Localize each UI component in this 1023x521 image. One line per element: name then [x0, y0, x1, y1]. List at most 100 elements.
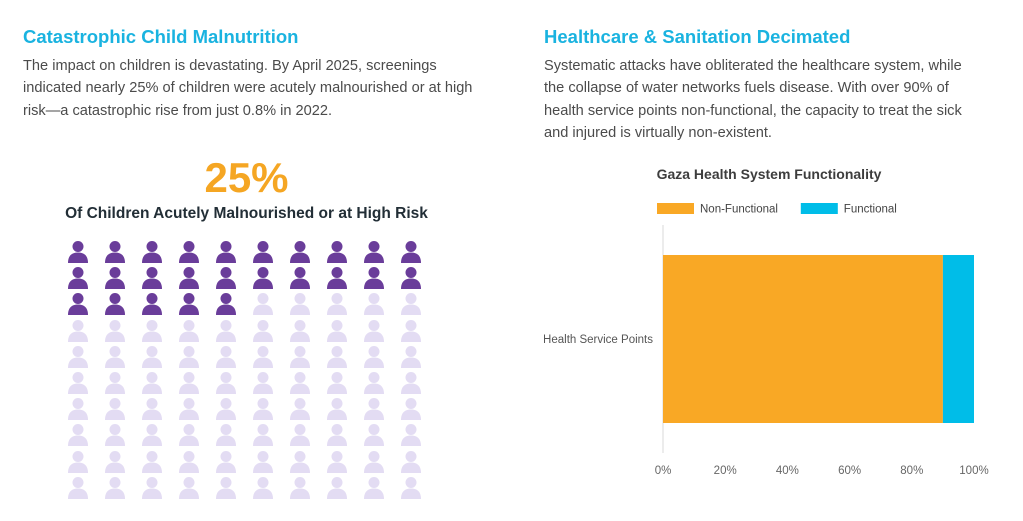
person-icon-empty — [67, 319, 89, 345]
person-icon-empty — [363, 450, 385, 476]
person-icon-empty — [326, 371, 348, 397]
legend-swatch-0 — [657, 203, 694, 214]
person-icon-empty — [326, 423, 348, 449]
person-icon-filled — [104, 240, 126, 266]
x-tick-label: 60% — [838, 465, 861, 477]
legend-swatch-1 — [800, 203, 838, 214]
bar-non-functional[interactable] — [663, 255, 943, 423]
person-icon-empty — [252, 397, 274, 423]
person-icon-empty — [326, 292, 348, 318]
person-icon-empty — [104, 345, 126, 371]
healthcare-heading: Healthcare & Sanitation Decimated — [544, 26, 851, 47]
person-icon-empty — [326, 476, 348, 502]
person-icon-filled — [67, 292, 89, 318]
person-icon-empty — [252, 476, 274, 502]
person-icon-empty — [178, 450, 200, 476]
person-icon-empty — [400, 476, 422, 502]
person-icon-filled — [363, 266, 385, 292]
person-icon-empty — [363, 423, 385, 449]
chart-title: Gaza Health System Functionality — [656, 166, 882, 182]
person-icon-empty — [252, 371, 274, 397]
person-icon-filled — [104, 266, 126, 292]
person-icon-empty — [104, 476, 126, 502]
person-icon-empty — [363, 371, 385, 397]
person-icon-empty — [326, 319, 348, 345]
malnutrition-stat-caption: Of Children Acutely Malnourished or at H… — [65, 205, 428, 222]
healthcare-paragraph: Systematic attacks have obliterated the … — [544, 58, 962, 141]
person-icon-empty — [363, 397, 385, 423]
person-icon-empty — [141, 345, 163, 371]
legend-label-0: Non-Functional — [700, 204, 778, 216]
person-icon-filled — [178, 240, 200, 266]
person-icon-filled — [289, 240, 311, 266]
x-tick-label: 40% — [776, 465, 799, 477]
person-icon-empty — [178, 371, 200, 397]
person-icon-filled — [141, 292, 163, 318]
person-icon-empty — [363, 345, 385, 371]
person-icon-filled — [141, 266, 163, 292]
person-icon-empty — [67, 476, 89, 502]
person-icon-empty — [178, 345, 200, 371]
person-icon-filled — [141, 240, 163, 266]
person-icon-filled — [252, 240, 274, 266]
person-icon-empty — [215, 371, 237, 397]
person-icon-filled — [215, 292, 237, 318]
person-icon-empty — [104, 371, 126, 397]
person-icon-filled — [178, 266, 200, 292]
person-icon-empty — [363, 476, 385, 502]
person-icon-empty — [67, 450, 89, 476]
person-icon-empty — [289, 397, 311, 423]
person-icon-empty — [141, 397, 163, 423]
person-icon-empty — [400, 371, 422, 397]
person-icon-empty — [67, 345, 89, 371]
person-icon-empty — [104, 450, 126, 476]
person-icon-filled — [178, 292, 200, 318]
person-icon-empty — [215, 345, 237, 371]
malnutrition-stat-value: 25% — [204, 154, 289, 201]
person-icon-empty — [141, 423, 163, 449]
person-icon-empty — [104, 423, 126, 449]
person-icon-empty — [326, 397, 348, 423]
person-icon-filled — [289, 266, 311, 292]
person-icon-empty — [363, 319, 385, 345]
person-icon-empty — [215, 423, 237, 449]
person-icon-empty — [400, 423, 422, 449]
person-icon-empty — [178, 319, 200, 345]
person-icon-empty — [289, 345, 311, 371]
bar-functional[interactable] — [942, 255, 974, 423]
person-icon-empty — [215, 319, 237, 345]
x-tick-label: 100% — [959, 465, 988, 477]
person-icon-filled — [104, 292, 126, 318]
person-icon-filled — [252, 266, 274, 292]
category-label: Health Service Points — [544, 334, 653, 346]
person-icon-empty — [178, 476, 200, 502]
person-icon-empty — [252, 345, 274, 371]
person-icon-empty — [252, 423, 274, 449]
person-icon-empty — [252, 292, 274, 318]
person-icon-empty — [67, 423, 89, 449]
person-icon-empty — [141, 371, 163, 397]
person-icon-empty — [289, 371, 311, 397]
person-icon-filled — [326, 240, 348, 266]
malnutrition-paragraph: The impact on children is devastating. B… — [23, 58, 473, 119]
person-icon-empty — [400, 345, 422, 371]
person-icon-filled — [215, 240, 237, 266]
person-icon-empty — [141, 476, 163, 502]
person-icon-empty — [178, 423, 200, 449]
person-icon-filled — [326, 266, 348, 292]
person-icon-empty — [178, 397, 200, 423]
person-icon-filled — [67, 266, 89, 292]
person-icon-empty — [67, 397, 89, 423]
person-icon-filled — [363, 240, 385, 266]
person-icon-empty — [289, 450, 311, 476]
health-functionality-chart: Non-Functional Functional Health Service … — [544, 203, 989, 477]
person-icon-empty — [289, 476, 311, 502]
person-icon-filled — [400, 266, 422, 292]
person-icon-empty — [400, 397, 422, 423]
malnutrition-pictogram — [67, 240, 437, 505]
person-icon-empty — [215, 476, 237, 502]
person-icon-empty — [400, 319, 422, 345]
x-tick-label: 20% — [714, 465, 737, 477]
person-icon-filled — [400, 240, 422, 266]
person-icon-filled — [67, 240, 89, 266]
